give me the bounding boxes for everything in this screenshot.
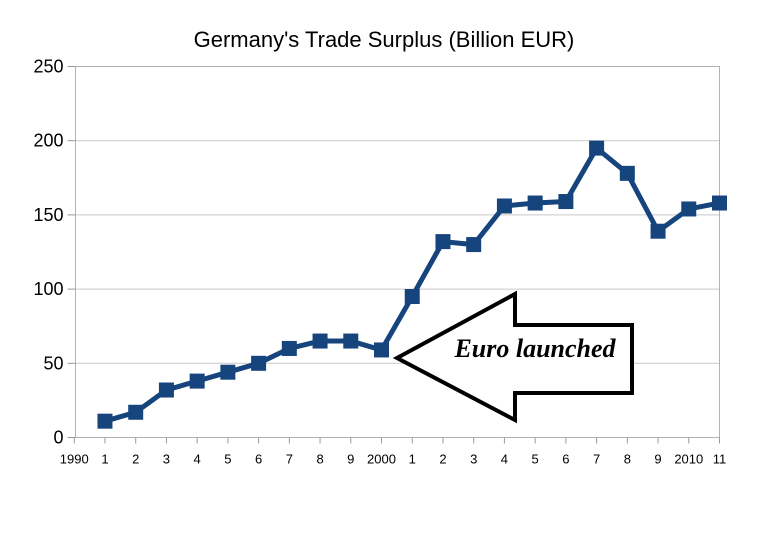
x-axis-label: 9: [654, 452, 661, 467]
data-point-marker: [681, 201, 697, 217]
data-point-marker: [558, 194, 574, 210]
x-axis-label: 1990: [60, 452, 89, 467]
euro-launched-arrow: [392, 290, 634, 424]
x-axis-label: 5: [224, 452, 231, 467]
data-point-marker: [466, 237, 482, 253]
data-point-marker: [712, 195, 727, 211]
x-axis-label: 4: [194, 452, 201, 467]
x-axis-label: 2000: [367, 452, 396, 467]
data-point-marker: [281, 340, 297, 356]
data-point-marker: [251, 355, 267, 371]
x-axis-label: 1: [409, 452, 416, 467]
x-axis-label: 3: [470, 452, 477, 467]
annotation-label: Euro launched: [453, 334, 616, 363]
x-axis-label: 3: [163, 452, 170, 467]
x-axis-label: 6: [562, 452, 569, 467]
data-point-marker: [650, 223, 666, 239]
chart-title: Germany's Trade Surplus (Billion EUR): [193, 27, 575, 52]
x-axis-label: 11: [713, 452, 727, 467]
data-point-marker: [312, 333, 328, 349]
data-point-marker: [158, 382, 174, 398]
y-axis-label: 100: [33, 279, 63, 299]
data-point-marker: [220, 364, 236, 380]
data-point-marker: [404, 289, 420, 305]
y-axis-label: 50: [43, 353, 63, 373]
x-axis-label: 6: [255, 452, 262, 467]
x-axis-label: 1: [101, 452, 108, 467]
data-point-marker: [619, 165, 635, 181]
x-axis-label: 8: [316, 452, 323, 467]
data-point-marker: [435, 234, 451, 250]
data-point-marker: [527, 195, 543, 211]
data-point-marker: [189, 373, 205, 389]
data-point-marker: [589, 140, 605, 156]
data-point-marker: [374, 342, 390, 358]
x-axis-label: 7: [593, 452, 600, 467]
x-axis-label: 9: [347, 452, 354, 467]
plot-border: [75, 66, 720, 438]
x-axis-label: 2: [439, 452, 446, 467]
data-point-marker: [343, 333, 359, 349]
data-point-marker: [496, 198, 512, 214]
x-axis-label: 7: [286, 452, 293, 467]
x-axis-label: 2: [132, 452, 139, 467]
x-axis-label: 8: [624, 452, 631, 467]
x-axis-label: 5: [532, 452, 539, 467]
y-axis-label: 150: [33, 205, 63, 225]
x-axis-label: 2010: [674, 452, 703, 467]
data-point-marker: [128, 404, 144, 420]
x-axis-label: 4: [501, 452, 508, 467]
y-axis-label: 0: [53, 428, 63, 448]
y-axis-label: 200: [33, 131, 63, 151]
y-axis-label: 250: [33, 57, 63, 77]
data-point-marker: [97, 413, 113, 429]
